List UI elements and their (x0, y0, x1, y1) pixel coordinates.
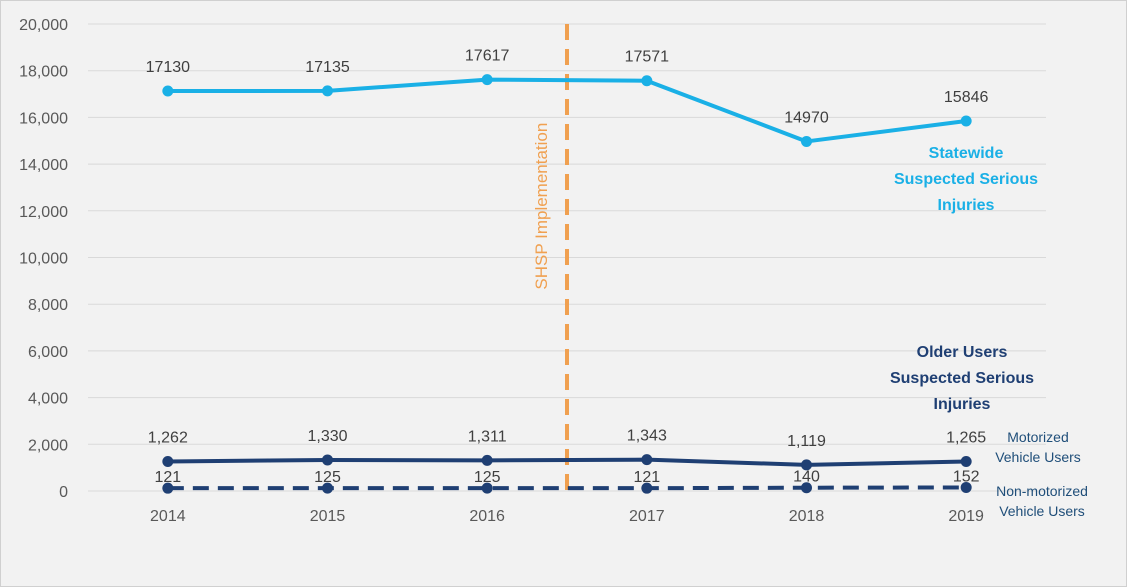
y-tick-label: 20,000 (19, 17, 68, 34)
data-point-statewide (801, 135, 812, 147)
data-label-motorized: 1,343 (627, 428, 667, 445)
series-label-motorized: Vehicle Users (995, 449, 1081, 465)
data-point-nonmotorized (641, 482, 653, 494)
x-tick-label: 2016 (469, 508, 505, 525)
data-label-motorized: 1,119 (787, 433, 826, 450)
annotation-label: SHSP Implementation (532, 123, 551, 290)
series-line-statewide (167, 77, 967, 144)
series-group-label-older-users: Older Users (917, 344, 1008, 361)
x-tick-label: 2015 (310, 508, 346, 525)
data-label-statewide: 15846 (944, 89, 989, 106)
data-label-motorized: 1,262 (148, 430, 188, 447)
data-point-statewide (162, 85, 174, 97)
x-tick-label: 2018 (789, 508, 825, 525)
data-label-statewide: 14970 (784, 109, 829, 126)
y-tick-label: 6,000 (28, 344, 68, 361)
data-label-nonmotorized: 121 (633, 469, 660, 486)
y-tick-label: 12,000 (19, 204, 68, 221)
series-line-motorized (167, 457, 967, 467)
data-label-motorized: 1,311 (468, 428, 507, 445)
y-tick-label: 8,000 (28, 297, 68, 314)
y-tick-label: 14,000 (19, 157, 68, 174)
data-label-statewide: 17135 (305, 59, 350, 76)
data-point-statewide (960, 115, 972, 127)
data-point-nonmotorized (162, 482, 174, 494)
series-line-nonmotorized (167, 485, 967, 491)
data-label-statewide: 17617 (465, 48, 510, 65)
series-label-statewide: Injuries (938, 197, 995, 214)
data-label-nonmotorized: 140 (793, 469, 820, 486)
y-tick-label: 0 (59, 484, 68, 501)
y-tick-label: 16,000 (19, 110, 68, 127)
data-point-statewide (481, 74, 493, 86)
data-point-motorized (960, 455, 972, 467)
data-point-nonmotorized (960, 481, 972, 493)
y-tick-label: 2,000 (28, 437, 68, 454)
data-point-motorized (322, 454, 333, 466)
x-tick-label: 2014 (150, 508, 186, 525)
data-label-nonmotorized: 125 (314, 469, 341, 486)
data-point-motorized (801, 459, 812, 471)
data-label-motorized: 1,265 (946, 429, 986, 446)
data-point-nonmotorized (322, 482, 333, 494)
y-tick-label: 4,000 (28, 391, 68, 408)
data-point-statewide (322, 85, 333, 97)
series-label-statewide: Statewide (929, 145, 1004, 162)
data-label-nonmotorized: 121 (154, 469, 181, 486)
data-point-motorized (481, 454, 493, 466)
x-tick-label: 2019 (948, 508, 984, 525)
series-label-nonmotorized: Vehicle Users (999, 503, 1085, 519)
data-label-nonmotorized: 125 (474, 469, 501, 486)
data-point-statewide (641, 75, 653, 87)
series-group-label-older-users: Suspected Serious (890, 370, 1034, 387)
data-label-statewide: 17571 (625, 49, 670, 66)
data-point-motorized (162, 456, 174, 468)
series-label-motorized: Motorized (1007, 429, 1068, 445)
y-tick-label: 18,000 (19, 64, 68, 81)
x-tick-label: 2017 (629, 508, 665, 525)
series-label-nonmotorized: Non-motorized (996, 483, 1088, 499)
data-point-motorized (641, 454, 653, 466)
data-point-nonmotorized (801, 482, 812, 494)
series-label-statewide: Suspected Serious (894, 171, 1038, 188)
series-group-label-older-users: Injuries (934, 396, 991, 413)
data-label-motorized: 1,330 (307, 428, 347, 445)
y-tick-label: 10,000 (19, 251, 68, 268)
data-label-statewide: 17130 (146, 59, 191, 76)
data-point-nonmotorized (481, 482, 493, 494)
data-label-nonmotorized: 152 (953, 468, 980, 485)
